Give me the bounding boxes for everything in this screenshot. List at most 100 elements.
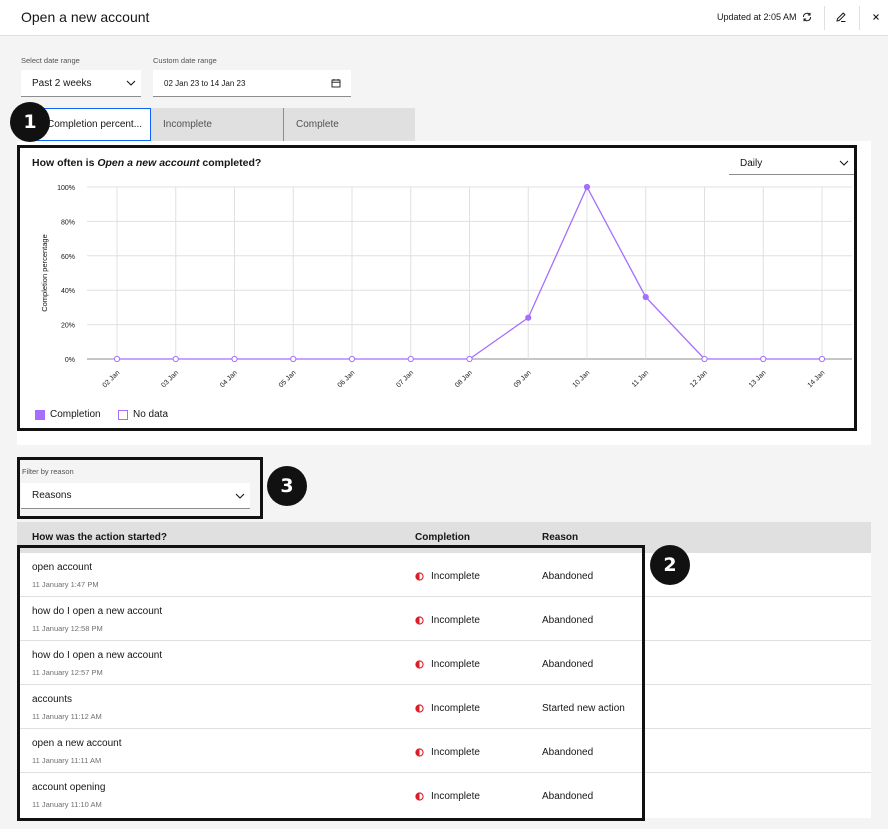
legend-label: No data bbox=[133, 409, 169, 420]
reason-filter-label: Filter by reason bbox=[22, 467, 74, 476]
callout-badge-1: 1 bbox=[10, 102, 50, 142]
data-point-no-data bbox=[818, 355, 826, 363]
row-completion: Incomplete bbox=[415, 659, 480, 670]
row-completion: Incomplete bbox=[415, 747, 480, 758]
y-tick-label: 20% bbox=[61, 323, 75, 330]
custom-range-label: Custom date range bbox=[153, 56, 217, 65]
interval-value: Daily bbox=[740, 157, 763, 169]
date-range-label: Select date range bbox=[21, 56, 80, 65]
row-completion: Incomplete bbox=[415, 571, 480, 582]
table-row[interactable]: accounts 11 January 11:12 AM Incomplete … bbox=[17, 685, 871, 729]
row-question: open account bbox=[32, 562, 93, 573]
incomplete-status-icon bbox=[415, 748, 424, 757]
callout-frame-filter bbox=[17, 457, 263, 519]
row-reason: Abandoned bbox=[542, 615, 594, 626]
data-point-no-data bbox=[760, 355, 767, 363]
completion-label: Incomplete bbox=[431, 747, 480, 758]
tab-complete[interactable]: Complete bbox=[283, 108, 415, 141]
column-header-completion: Completion bbox=[415, 532, 470, 543]
row-completion: Incomplete bbox=[415, 791, 480, 802]
legend-item-no-data[interactable]: No data bbox=[118, 409, 168, 420]
table-row[interactable]: open account 11 January 1:47 PM Incomple… bbox=[17, 553, 871, 597]
y-axis-label: Completion percentage bbox=[40, 234, 49, 312]
completion-label: Incomplete bbox=[431, 791, 480, 802]
tab-label: Completion percent... bbox=[47, 119, 143, 130]
callout-frame-chart bbox=[17, 145, 857, 431]
calendar-icon[interactable] bbox=[321, 78, 351, 88]
y-tick-label: 60% bbox=[61, 254, 75, 261]
incomplete-status-icon bbox=[415, 616, 424, 625]
legend-item-completion[interactable]: Completion bbox=[35, 409, 101, 420]
data-point-no-data bbox=[172, 355, 179, 363]
table-row[interactable]: open a new account 11 January 11:11 AM I… bbox=[17, 729, 871, 773]
row-question: accounts bbox=[32, 694, 73, 705]
data-point-no-data bbox=[231, 355, 238, 363]
tab-completion-percentage[interactable]: Completion percent... bbox=[36, 108, 151, 141]
chevron-down-icon bbox=[834, 160, 854, 166]
updated-timestamp: Updated at 2:05 AM bbox=[717, 12, 797, 22]
data-point-no-data bbox=[701, 355, 708, 363]
column-header-question: How was the action started? bbox=[32, 532, 168, 543]
chart-title-prefix: How often is bbox=[32, 157, 98, 169]
incomplete-status-icon bbox=[415, 792, 424, 801]
chevron-down-icon bbox=[121, 80, 141, 86]
row-timestamp: 11 January 12:58 PM bbox=[32, 624, 103, 633]
data-point-no-data bbox=[290, 355, 297, 363]
row-question: how do I open a new account bbox=[32, 650, 163, 661]
date-range-select[interactable]: Past 2 weeks bbox=[21, 70, 141, 97]
row-reason: Started new action bbox=[542, 703, 625, 714]
row-completion: Incomplete bbox=[415, 703, 480, 714]
tab-label: Complete bbox=[296, 119, 339, 130]
refresh-icon[interactable] bbox=[798, 8, 816, 26]
callout-frame-table bbox=[17, 545, 645, 821]
y-tick-label: 40% bbox=[61, 288, 75, 295]
interval-select[interactable]: Daily bbox=[729, 152, 854, 175]
callout-badge-3: 3 bbox=[267, 466, 307, 506]
legend-label: Completion bbox=[50, 409, 101, 420]
row-timestamp: 11 January 11:12 AM bbox=[32, 712, 102, 721]
table-row[interactable]: how do I open a new account 11 January 1… bbox=[17, 597, 871, 641]
incomplete-status-icon bbox=[415, 660, 424, 669]
chart-title: How often is Open a new account complete… bbox=[32, 157, 261, 169]
date-range-value: Past 2 weeks bbox=[32, 77, 92, 89]
custom-date-range-input[interactable]: 02 Jan 23 to 14 Jan 23 bbox=[153, 70, 351, 97]
row-timestamp: 11 January 11:11 AM bbox=[32, 756, 102, 765]
legend-swatch-hollow bbox=[118, 409, 128, 420]
row-timestamp: 11 January 11:10 AM bbox=[32, 800, 102, 809]
data-point-no-data bbox=[466, 355, 473, 363]
table-row[interactable]: how do I open a new account 11 January 1… bbox=[17, 641, 871, 685]
row-question: open a new account bbox=[32, 738, 122, 749]
reason-filter-value: Reasons bbox=[32, 490, 72, 501]
chart-title-suffix: completed? bbox=[199, 157, 262, 169]
data-point-no-data bbox=[407, 355, 414, 363]
edit-icon[interactable] bbox=[832, 8, 850, 26]
completion-label: Incomplete bbox=[431, 571, 480, 582]
y-tick-label: 80% bbox=[61, 219, 75, 226]
chevron-down-icon bbox=[230, 493, 250, 499]
row-completion: Incomplete bbox=[415, 615, 480, 626]
table-body: open account 11 January 1:47 PM Incomple… bbox=[17, 553, 871, 818]
page-title: Open a new account bbox=[21, 9, 150, 25]
custom-range-value: 02 Jan 23 to 14 Jan 23 bbox=[164, 78, 246, 88]
close-icon[interactable] bbox=[867, 8, 885, 26]
data-point-no-data bbox=[348, 355, 356, 363]
completion-label: Incomplete bbox=[431, 703, 480, 714]
row-reason: Abandoned bbox=[542, 747, 594, 758]
data-point bbox=[642, 293, 649, 301]
callout-badge-2: 2 bbox=[650, 545, 690, 585]
chart-title-action: Open a new account bbox=[97, 157, 200, 169]
page-header: Open a new account Updated at 2:05 AM bbox=[0, 0, 888, 36]
tab-incomplete[interactable]: Incomplete bbox=[151, 108, 283, 141]
chart-panel bbox=[17, 141, 871, 445]
column-header-reason: Reason bbox=[542, 532, 579, 543]
incomplete-status-icon bbox=[415, 572, 424, 581]
completion-label: Incomplete bbox=[431, 659, 480, 670]
data-point-no-data bbox=[113, 355, 121, 363]
table-row[interactable]: account opening 11 January 11:10 AM Inco… bbox=[17, 773, 871, 817]
completion-label: Incomplete bbox=[431, 615, 480, 626]
reason-filter-select[interactable]: Reasons bbox=[21, 483, 250, 509]
row-question: account opening bbox=[32, 782, 106, 793]
data-point bbox=[583, 183, 591, 191]
data-point bbox=[525, 314, 532, 321]
row-reason: Abandoned bbox=[542, 571, 594, 582]
